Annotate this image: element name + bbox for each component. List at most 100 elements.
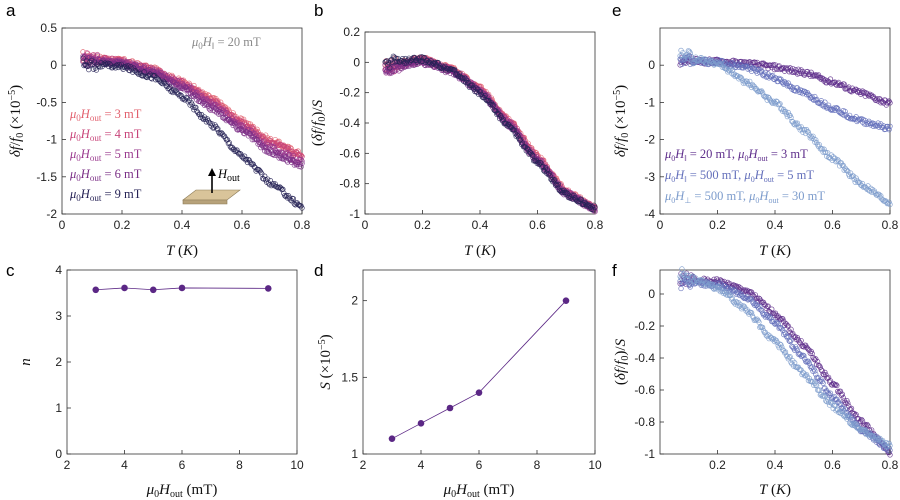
data-point (828, 400, 834, 406)
data-point (886, 199, 892, 205)
x-tick-label: 0.4 (767, 458, 784, 472)
data-point (759, 68, 765, 74)
x-tick-label: 0.8 (587, 218, 604, 232)
data-point (821, 372, 827, 378)
data-point (756, 295, 762, 301)
y-axis-label-e: δf/f0 (×10−5) (612, 85, 631, 157)
data-point (757, 324, 763, 331)
data-point (770, 337, 776, 343)
data-point (792, 360, 798, 366)
data-point (693, 275, 699, 281)
data-point (284, 158, 290, 164)
x-tick-label: 0 (59, 218, 66, 232)
data-point (836, 163, 843, 169)
data-point (251, 164, 257, 170)
ticks-b: 0 0.2 0.4 0.6 0.8 0.2 0 -0.2 -0.4 -0.6 -0.8 -1 (339, 25, 603, 232)
data-point (529, 152, 535, 158)
data-point (820, 371, 826, 377)
data-point (862, 421, 868, 428)
data-point (834, 396, 840, 402)
data-point (254, 126, 260, 132)
y-tick-label: -0.4 (339, 116, 360, 130)
legend-a: μ0Hout = 3 mT μ0Hout = 4 mT μ0Hout = 5 mT μ… (69, 107, 142, 203)
data-point (750, 60, 757, 66)
data-point (748, 310, 755, 316)
y-tick-label: -1 (644, 95, 655, 109)
data-point (687, 281, 693, 288)
data-point (260, 133, 266, 139)
inset-field-label: Hout (217, 167, 240, 184)
x-tick-label: 0.6 (824, 218, 841, 232)
data-point (864, 421, 870, 428)
data-point (727, 289, 734, 295)
y-tick-label: 1.5 (341, 370, 358, 384)
series-e1 (677, 53, 893, 108)
series-h6 (80, 54, 305, 170)
x-tick-label: 8 (236, 458, 243, 472)
data-point (213, 106, 219, 112)
annotation-parallel-field-a: μ0H‖ = 20 mT (191, 35, 261, 51)
data-point (788, 326, 794, 332)
data-point (511, 127, 517, 133)
data-point (455, 73, 462, 80)
data-point (886, 440, 892, 446)
data-point (810, 378, 816, 385)
data-point (409, 56, 416, 62)
y-tick-label: 0.2 (343, 25, 360, 39)
panel-b: b 0 0.2 0.4 0.6 0.8 0.2 0 -0.2 -0.4 -0.6 -0.8 -1 T … (310, 1, 604, 259)
data-point (760, 92, 767, 98)
data-point (855, 117, 861, 123)
data-point (759, 324, 766, 331)
data-point (92, 286, 100, 294)
data-point (728, 70, 735, 76)
data-point (803, 371, 810, 378)
data-point (732, 301, 738, 307)
data-point (440, 63, 446, 69)
data-point (813, 382, 819, 388)
data-point (845, 400, 851, 406)
data-point (737, 291, 744, 297)
data-point (246, 130, 253, 136)
data-point (149, 286, 157, 294)
data-point (243, 156, 250, 163)
data-point (249, 124, 255, 130)
series-h3 (382, 54, 598, 211)
data-point (744, 63, 750, 69)
x-axis-label-d: μ0Hout (mT) (443, 482, 515, 500)
data-point (839, 408, 845, 414)
data-point (725, 292, 731, 298)
data-point (809, 350, 815, 357)
data-point (563, 189, 570, 196)
data-point (780, 316, 786, 322)
data-point (298, 164, 304, 170)
x-tick-label: 2 (360, 458, 367, 472)
data-point (825, 78, 831, 84)
x-tick-label: 4 (418, 458, 425, 472)
data-point (682, 53, 689, 59)
legend-entry: μ0Hout = 5 mT (69, 147, 142, 163)
data-point (832, 79, 838, 85)
x-axis-label-b: T (K) (464, 243, 496, 259)
data-point (779, 326, 785, 332)
data-point (748, 296, 755, 302)
data-point (164, 83, 170, 89)
data-point (816, 387, 823, 393)
data-point (681, 271, 687, 277)
data-point (495, 110, 501, 117)
data-point (162, 80, 168, 87)
ticks-a: 0 0.2 0.4 0.6 0.8 0.5 0 -0.5 -1 -1.5 -2 (36, 21, 310, 232)
x-tick-label: 0.2 (414, 218, 431, 232)
data-point (387, 57, 394, 63)
y-tick-label: -2 (46, 207, 57, 221)
data-point (842, 108, 848, 115)
data-point (775, 63, 781, 70)
data-point (699, 281, 705, 287)
x-tick-label: 0 (657, 218, 664, 232)
data-point (114, 62, 121, 68)
data-point (821, 392, 827, 399)
y-tick-label: 0 (353, 55, 360, 69)
ticks-f: 0.2 0.4 0.6 0.8 0 -0.2 -0.4 -0.6 -0.8 -1 (634, 287, 898, 472)
data-point (806, 360, 812, 366)
data-point (812, 93, 818, 100)
data-point (554, 182, 561, 189)
